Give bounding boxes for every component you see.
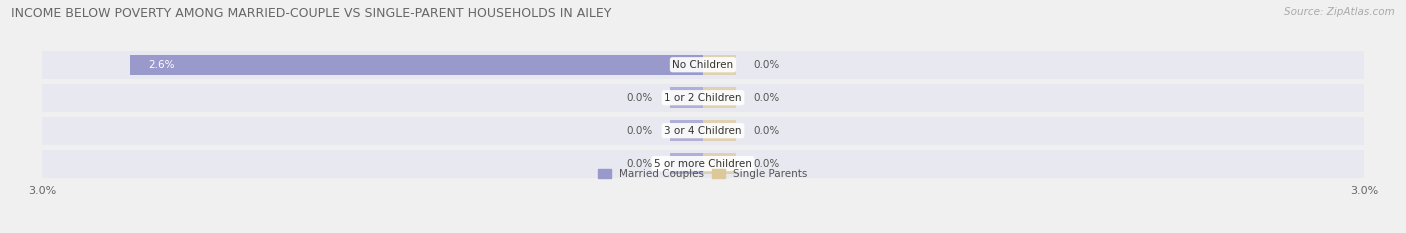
Bar xyxy=(669,120,703,141)
Text: Source: ZipAtlas.com: Source: ZipAtlas.com xyxy=(1284,7,1395,17)
Bar xyxy=(42,117,1364,145)
Text: 3 or 4 Children: 3 or 4 Children xyxy=(664,126,742,136)
Bar xyxy=(42,84,1364,112)
Text: 2.6%: 2.6% xyxy=(148,60,174,70)
Text: INCOME BELOW POVERTY AMONG MARRIED-COUPLE VS SINGLE-PARENT HOUSEHOLDS IN AILEY: INCOME BELOW POVERTY AMONG MARRIED-COUPL… xyxy=(11,7,612,20)
Bar xyxy=(42,150,1364,178)
Text: No Children: No Children xyxy=(672,60,734,70)
Bar xyxy=(703,87,737,108)
Bar xyxy=(703,153,737,174)
Text: 1 or 2 Children: 1 or 2 Children xyxy=(664,93,742,103)
Bar xyxy=(131,55,703,75)
Legend: Married Couples, Single Parents: Married Couples, Single Parents xyxy=(595,165,811,183)
Bar xyxy=(42,51,1364,79)
Bar xyxy=(703,55,737,75)
Text: 0.0%: 0.0% xyxy=(754,60,780,70)
Text: 0.0%: 0.0% xyxy=(626,93,652,103)
Bar xyxy=(669,153,703,174)
Text: 5 or more Children: 5 or more Children xyxy=(654,159,752,169)
Bar xyxy=(669,87,703,108)
Text: 0.0%: 0.0% xyxy=(754,126,780,136)
Text: 0.0%: 0.0% xyxy=(754,93,780,103)
Bar xyxy=(703,120,737,141)
Text: 0.0%: 0.0% xyxy=(626,126,652,136)
Text: 0.0%: 0.0% xyxy=(626,159,652,169)
Text: 0.0%: 0.0% xyxy=(754,159,780,169)
